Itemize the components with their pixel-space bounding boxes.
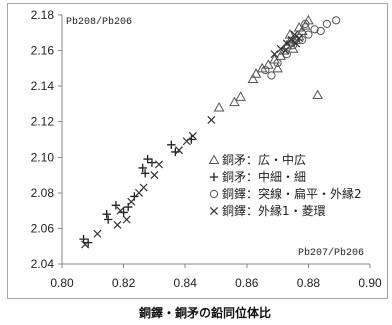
x-tick-label: 0.84 <box>174 276 198 290</box>
circle-data-point <box>273 58 282 68</box>
plus-data-point <box>138 163 147 173</box>
cross-data-point <box>150 171 159 180</box>
cross-data-point <box>290 30 299 39</box>
circle-data-point <box>301 19 310 28</box>
plus-data-point <box>147 158 157 167</box>
x-tick-label: 0.88 <box>297 276 321 290</box>
circle-data-point <box>261 66 270 75</box>
y-tick-label: 2.12 <box>31 115 55 129</box>
triangle-data-point <box>299 20 311 30</box>
triangle-data-point <box>247 73 259 84</box>
cross-data-point <box>116 206 125 215</box>
legend-plus-marker <box>209 172 219 182</box>
plus-data-point <box>140 169 150 178</box>
cross-data-point <box>188 131 197 140</box>
plus-data-point <box>111 201 121 210</box>
triangle-data-point <box>213 101 225 112</box>
cross-data-point <box>207 115 216 124</box>
y-tick-label: 2.14 <box>31 79 55 93</box>
legend-circle-marker <box>209 189 219 199</box>
legend-label: 銅鐸：外縁1・菱環 <box>222 203 326 218</box>
circle-data-point <box>267 71 276 80</box>
plus-data-point <box>79 234 88 244</box>
circle-data-point <box>316 26 325 36</box>
y-tick-label: 2.16 <box>31 44 55 58</box>
chart-title: 銅鐸・銅矛の鉛同位体比 <box>138 305 271 320</box>
chart-frame <box>7 3 388 299</box>
cross-data-point <box>93 229 102 238</box>
triangle-data-point <box>303 14 314 25</box>
x-tick-label: 0.90 <box>358 276 382 290</box>
cross-data-point <box>282 39 291 48</box>
cross-data-point <box>295 34 304 43</box>
legend-triangle-marker <box>208 154 220 164</box>
triangle-data-point <box>229 96 240 107</box>
circle-data-point <box>304 30 313 39</box>
y-axis-label: Pb208/Pb206 <box>66 16 132 28</box>
x-tick-label: 0.86 <box>235 276 259 290</box>
plus-data-point <box>143 154 152 164</box>
series-cross <box>81 30 304 249</box>
circle-data-point <box>282 50 291 59</box>
series-circle <box>261 16 341 80</box>
y-tick-label: 2.10 <box>31 150 55 164</box>
axis-ticks: 2.04 2.06 2.08 2.10 2.12 2.14 2.16 2.18 0.80 0.82… <box>31 8 382 290</box>
cross-data-point <box>154 160 164 169</box>
triangle-data-point <box>272 62 283 73</box>
cross-data-point <box>287 35 296 44</box>
cross-data-point <box>139 183 148 192</box>
circle-data-point <box>298 35 307 45</box>
plus-data-point <box>119 208 128 217</box>
triangle-data-point <box>293 21 305 32</box>
plus-data-point <box>102 210 111 219</box>
plus-data-point <box>83 238 93 247</box>
triangle-data-point <box>312 89 323 100</box>
plus-data-point <box>104 215 113 224</box>
circle-data-point <box>310 25 319 34</box>
legend: 銅矛：広・中広 銅矛：中細・細 銅鐸：突線・扁平・外縁2 銅鐸：外縁1・菱環 <box>208 152 362 218</box>
plus-data-point <box>171 147 180 157</box>
plus-data-point <box>167 140 176 150</box>
cross-data-point <box>292 39 301 48</box>
legend-label: 銅矛：広・中広 <box>222 152 306 167</box>
circle-data-point <box>332 16 341 25</box>
cross-data-point <box>281 46 290 55</box>
legend-label: 銅矛：中細・細 <box>222 169 306 184</box>
x-axis-label: Pb207/Pb206 <box>298 247 364 259</box>
cross-data-point <box>113 220 122 229</box>
triangle-data-point <box>235 91 246 101</box>
triangle-data-point <box>250 68 262 78</box>
y-tick-label: 2.06 <box>31 221 55 235</box>
x-tick-label: 0.80 <box>50 276 74 290</box>
cross-data-point <box>127 197 136 206</box>
cross-data-point <box>81 240 90 249</box>
y-tick-label: 2.04 <box>31 257 55 271</box>
data-points <box>79 14 341 249</box>
y-tick-label: 2.18 <box>31 8 55 22</box>
legend-label: 銅鐸：突線・扁平・外縁2 <box>222 186 362 201</box>
y-tick-label: 2.08 <box>31 186 55 200</box>
circle-data-point <box>322 19 331 28</box>
x-tick-label: 0.82 <box>112 276 136 290</box>
cross-data-point <box>122 215 131 224</box>
legend-cross-marker <box>209 206 219 216</box>
triangle-data-point <box>275 50 287 60</box>
cross-data-point <box>175 146 184 155</box>
